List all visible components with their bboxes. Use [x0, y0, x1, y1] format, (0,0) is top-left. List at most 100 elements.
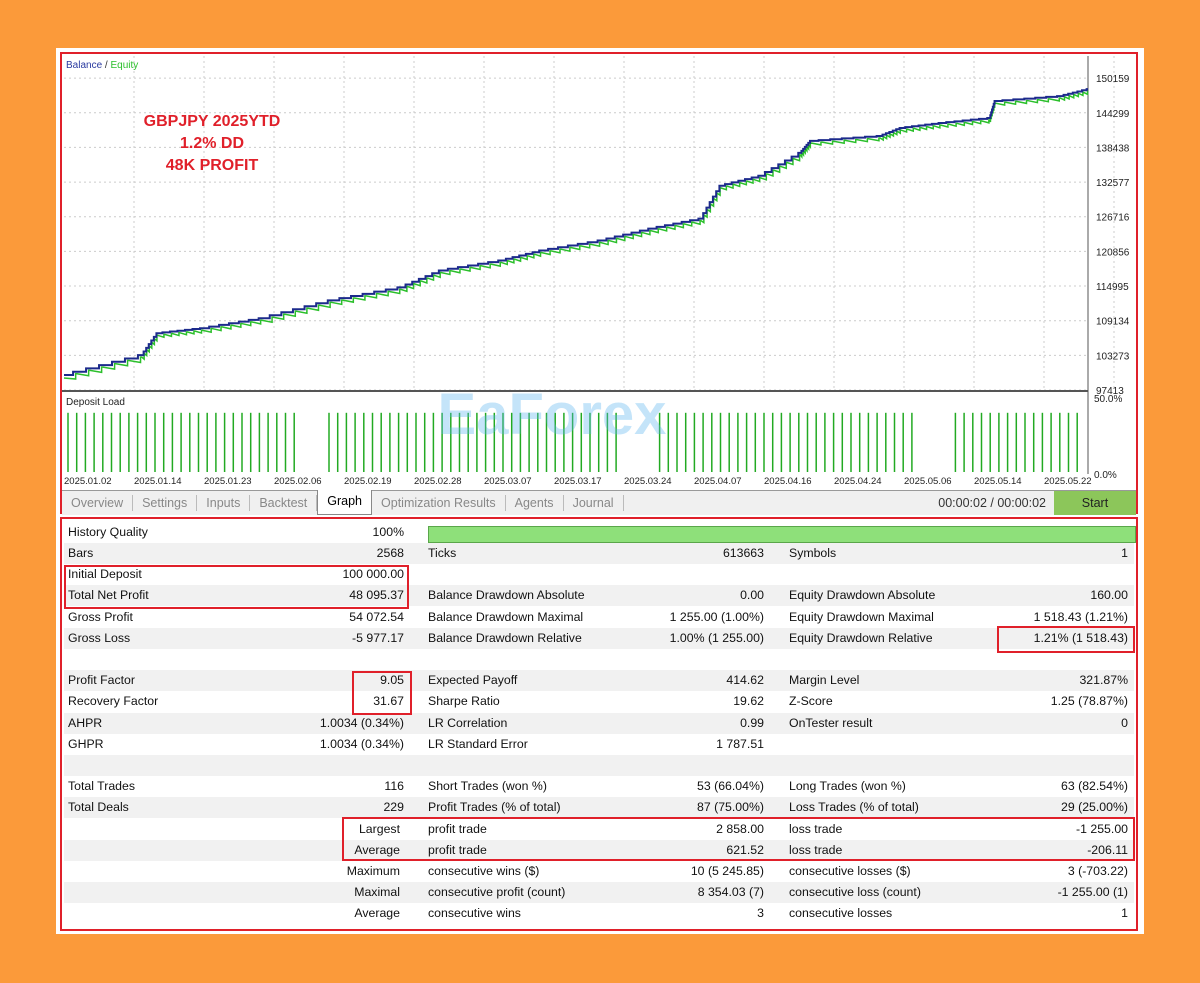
highlight-pf-rf [352, 671, 412, 715]
stat-value: 1.21% (1 518.43) [1033, 630, 1128, 645]
stat-value: 8 354.03 (7) [697, 885, 764, 900]
equity-line [63, 90, 1089, 380]
stats-row: Recovery Factor 31.67 Sharpe Ratio 19.62 Z-S… [64, 691, 1134, 712]
x-tick-label: 2025.03.07 [484, 476, 532, 487]
stat-label: consecutive losses [789, 906, 893, 921]
stats-row: Initial Deposit 100 000.00 [64, 564, 1134, 585]
tab-optimization-results[interactable]: Optimization Results [372, 495, 506, 511]
tab-inputs[interactable]: Inputs [197, 495, 251, 511]
deposit-y-tick: 50.0% [1094, 394, 1122, 405]
x-tick-label: 2025.05.14 [974, 476, 1022, 487]
highlight-equity-dd [997, 626, 1135, 653]
overlay-text: 48K PROFIT [166, 157, 259, 174]
stat-label: Total Net Profit [68, 588, 149, 603]
stat-value: 3 [757, 906, 764, 921]
x-tick-label: 2025.01.23 [204, 476, 252, 487]
stat-label: Ticks [428, 546, 457, 560]
tab-graph[interactable]: Graph [317, 490, 373, 515]
x-tick-label: 2025.02.28 [414, 476, 462, 487]
tester-tabs: Overview Settings Inputs Backtest Graph Optim… [62, 490, 1136, 515]
stat-value: 19.62 [733, 694, 764, 709]
x-tick-label: 2025.03.24 [624, 476, 672, 487]
tab-journal[interactable]: Journal [564, 495, 624, 511]
stat-label: Initial Deposit [68, 567, 142, 582]
stat-value: 2 858.00 [716, 821, 764, 836]
stat-value: 87 (75.00%) [697, 800, 764, 815]
x-tick-label: 2025.01.02 [64, 476, 112, 487]
stat-label: Average [354, 906, 400, 921]
overlay-text: GBPJPY 2025YTD [144, 113, 281, 130]
stat-value: 1 255.00 (1.00%) [669, 609, 764, 624]
tab-settings[interactable]: Settings [133, 495, 198, 511]
chart-svg: 150159 144299 138438 132577 126716 120856 1149… [62, 56, 1130, 487]
stats-row: Average consecutive wins 3 consecutive loss… [64, 903, 1134, 924]
stats-row [64, 755, 1134, 776]
tab-backtest[interactable]: Backtest [250, 495, 318, 511]
stats-row: Average profit trade 621.52 loss trade -206.… [64, 839, 1134, 861]
stat-label: Profit Factor [68, 673, 135, 688]
x-tick-label: 2025.05.06 [904, 476, 952, 487]
stat-label: Largest [358, 821, 400, 836]
stats-row-history-quality: History Quality 100% [64, 522, 1136, 543]
stat-value: -1 255.00 [1076, 821, 1128, 836]
x-tick-label: 2025.04.24 [834, 476, 882, 487]
balance-line [64, 88, 1088, 377]
start-button[interactable]: Start [1054, 491, 1136, 515]
stat-label: Balance Drawdown Relative [428, 630, 582, 645]
stat-label: Loss Trades (% of total) [789, 800, 919, 815]
stat-label: Balance Drawdown Absolute [428, 588, 585, 603]
stat-value: 229 [383, 800, 404, 815]
stats-row: Profit Factor 9.05 Expected Payoff 414.62 Ma… [64, 670, 1134, 692]
y-tick-label: 120856 [1096, 247, 1130, 258]
stat-value: 9.05 [380, 673, 404, 688]
stat-label: consecutive losses ($) [789, 864, 911, 878]
stats-row: GHPR 1.0034 (0.34%) LR Standard Error 1 787… [64, 734, 1134, 755]
stat-label: Short Trades (won %) [428, 779, 547, 794]
stat-label: loss trade [789, 821, 843, 836]
stat-label: consecutive wins ($) [428, 864, 540, 878]
stat-label: GHPR [68, 736, 104, 751]
stat-label: Equity Drawdown Absolute [789, 588, 936, 603]
stat-label: AHPR [68, 715, 103, 730]
x-tick-label: 2025.02.19 [344, 476, 392, 487]
y-tick-label: 109134 [1096, 317, 1130, 328]
stat-value: 1.0034 (0.34%) [319, 715, 404, 730]
stat-label: LR Standard Error [428, 736, 528, 751]
y-tick-label: 114995 [1096, 282, 1129, 293]
stats-row: Bars 2568 Ticks 613663 Symbols 1 [64, 543, 1134, 564]
stat-value: 0.00 [740, 588, 764, 603]
pane-separator [62, 390, 1088, 392]
stat-value: 1 518.43 (1.21%) [1033, 609, 1128, 624]
stat-label: Gross Loss [68, 630, 131, 645]
stats-row: Gross Profit 54 072.54 Balance Drawdown Ma… [64, 607, 1134, 628]
stats-row: Total Trades 116 Short Trades (won %) 53 (6… [64, 776, 1134, 797]
history-quality-label: History Quality [68, 525, 148, 539]
tab-overview[interactable]: Overview [62, 495, 134, 511]
deposit-load-label: Deposit Load [66, 397, 125, 408]
stat-value: 100 000.00 [342, 567, 404, 582]
y-tick-label: 132577 [1096, 178, 1130, 189]
stat-value: 1.00% (1 255.00) [669, 630, 764, 645]
stat-value: 613663 [722, 546, 764, 560]
stat-label: Profit Trades (% of total) [428, 800, 561, 815]
stat-value: 116 [384, 779, 404, 794]
legend-balance: Balance [66, 60, 103, 71]
legend-separator: / [102, 60, 110, 71]
stat-label: Equity Drawdown Maximal [789, 609, 934, 624]
stat-value: 1 [1121, 906, 1128, 921]
stat-value: 31.67 [373, 694, 404, 709]
y-tick-label: 150159 [1096, 74, 1130, 85]
stat-label: profit trade [428, 842, 487, 857]
stat-label: Sharpe Ratio [428, 694, 500, 709]
tab-agents[interactable]: Agents [506, 495, 564, 511]
stat-value: 29 (25.00%) [1061, 800, 1128, 815]
stats-row: Total Deals 229 Profit Trades (% of total)… [64, 797, 1134, 819]
stat-label: Margin Level [789, 673, 860, 688]
stat-label: Maximum [346, 864, 400, 878]
stats-row: Gross Loss -5 977.17 Balance Drawdown Rela… [64, 627, 1134, 649]
stat-label: consecutive wins [428, 906, 521, 921]
stat-label: profit trade [428, 821, 487, 836]
stats-row: AHPR 1.0034 (0.34%) LR Correlation 0.99 OnTe… [64, 712, 1134, 734]
history-quality-bar [428, 526, 1136, 543]
history-quality-value: 100% [372, 525, 404, 539]
